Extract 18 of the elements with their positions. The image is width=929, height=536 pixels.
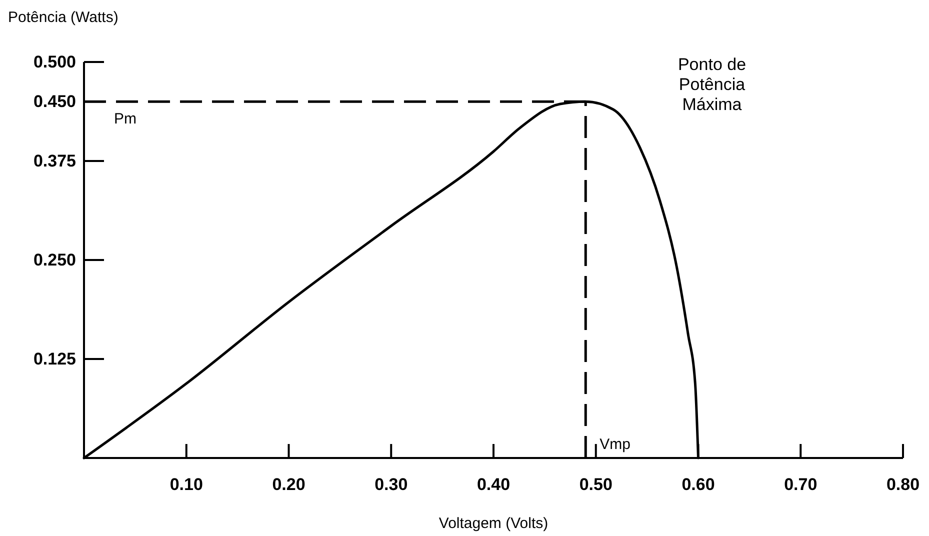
- x-tick-label: 0.20: [272, 475, 306, 494]
- y-tick-label: 0.250: [33, 250, 76, 270]
- x-tick-label: 0.30: [374, 475, 408, 494]
- y-tick-label: 0.375: [33, 151, 76, 170]
- x-tick-label: 0.10: [170, 475, 203, 494]
- y-axis-title: Potência (Watts): [8, 9, 118, 26]
- y-tick-label: 0.450: [33, 92, 76, 112]
- ref-line-label: Vmp: [600, 436, 630, 453]
- ref-line-label: Pm: [114, 110, 136, 128]
- x-tick-label: 0.60: [682, 475, 715, 494]
- y-tick-label: 0.125: [33, 349, 76, 368]
- x-tick-label: 0.50: [579, 475, 612, 494]
- x-tick-label: 0.80: [886, 475, 920, 494]
- x-axis-title: Voltagem (Volts): [438, 515, 548, 532]
- y-tick-label: 0.500: [33, 52, 76, 72]
- x-tick-label: 0.40: [476, 475, 510, 494]
- x-tick-label: 0.70: [784, 475, 818, 494]
- annotation: Ponto de Potência Máxima: [678, 55, 746, 114]
